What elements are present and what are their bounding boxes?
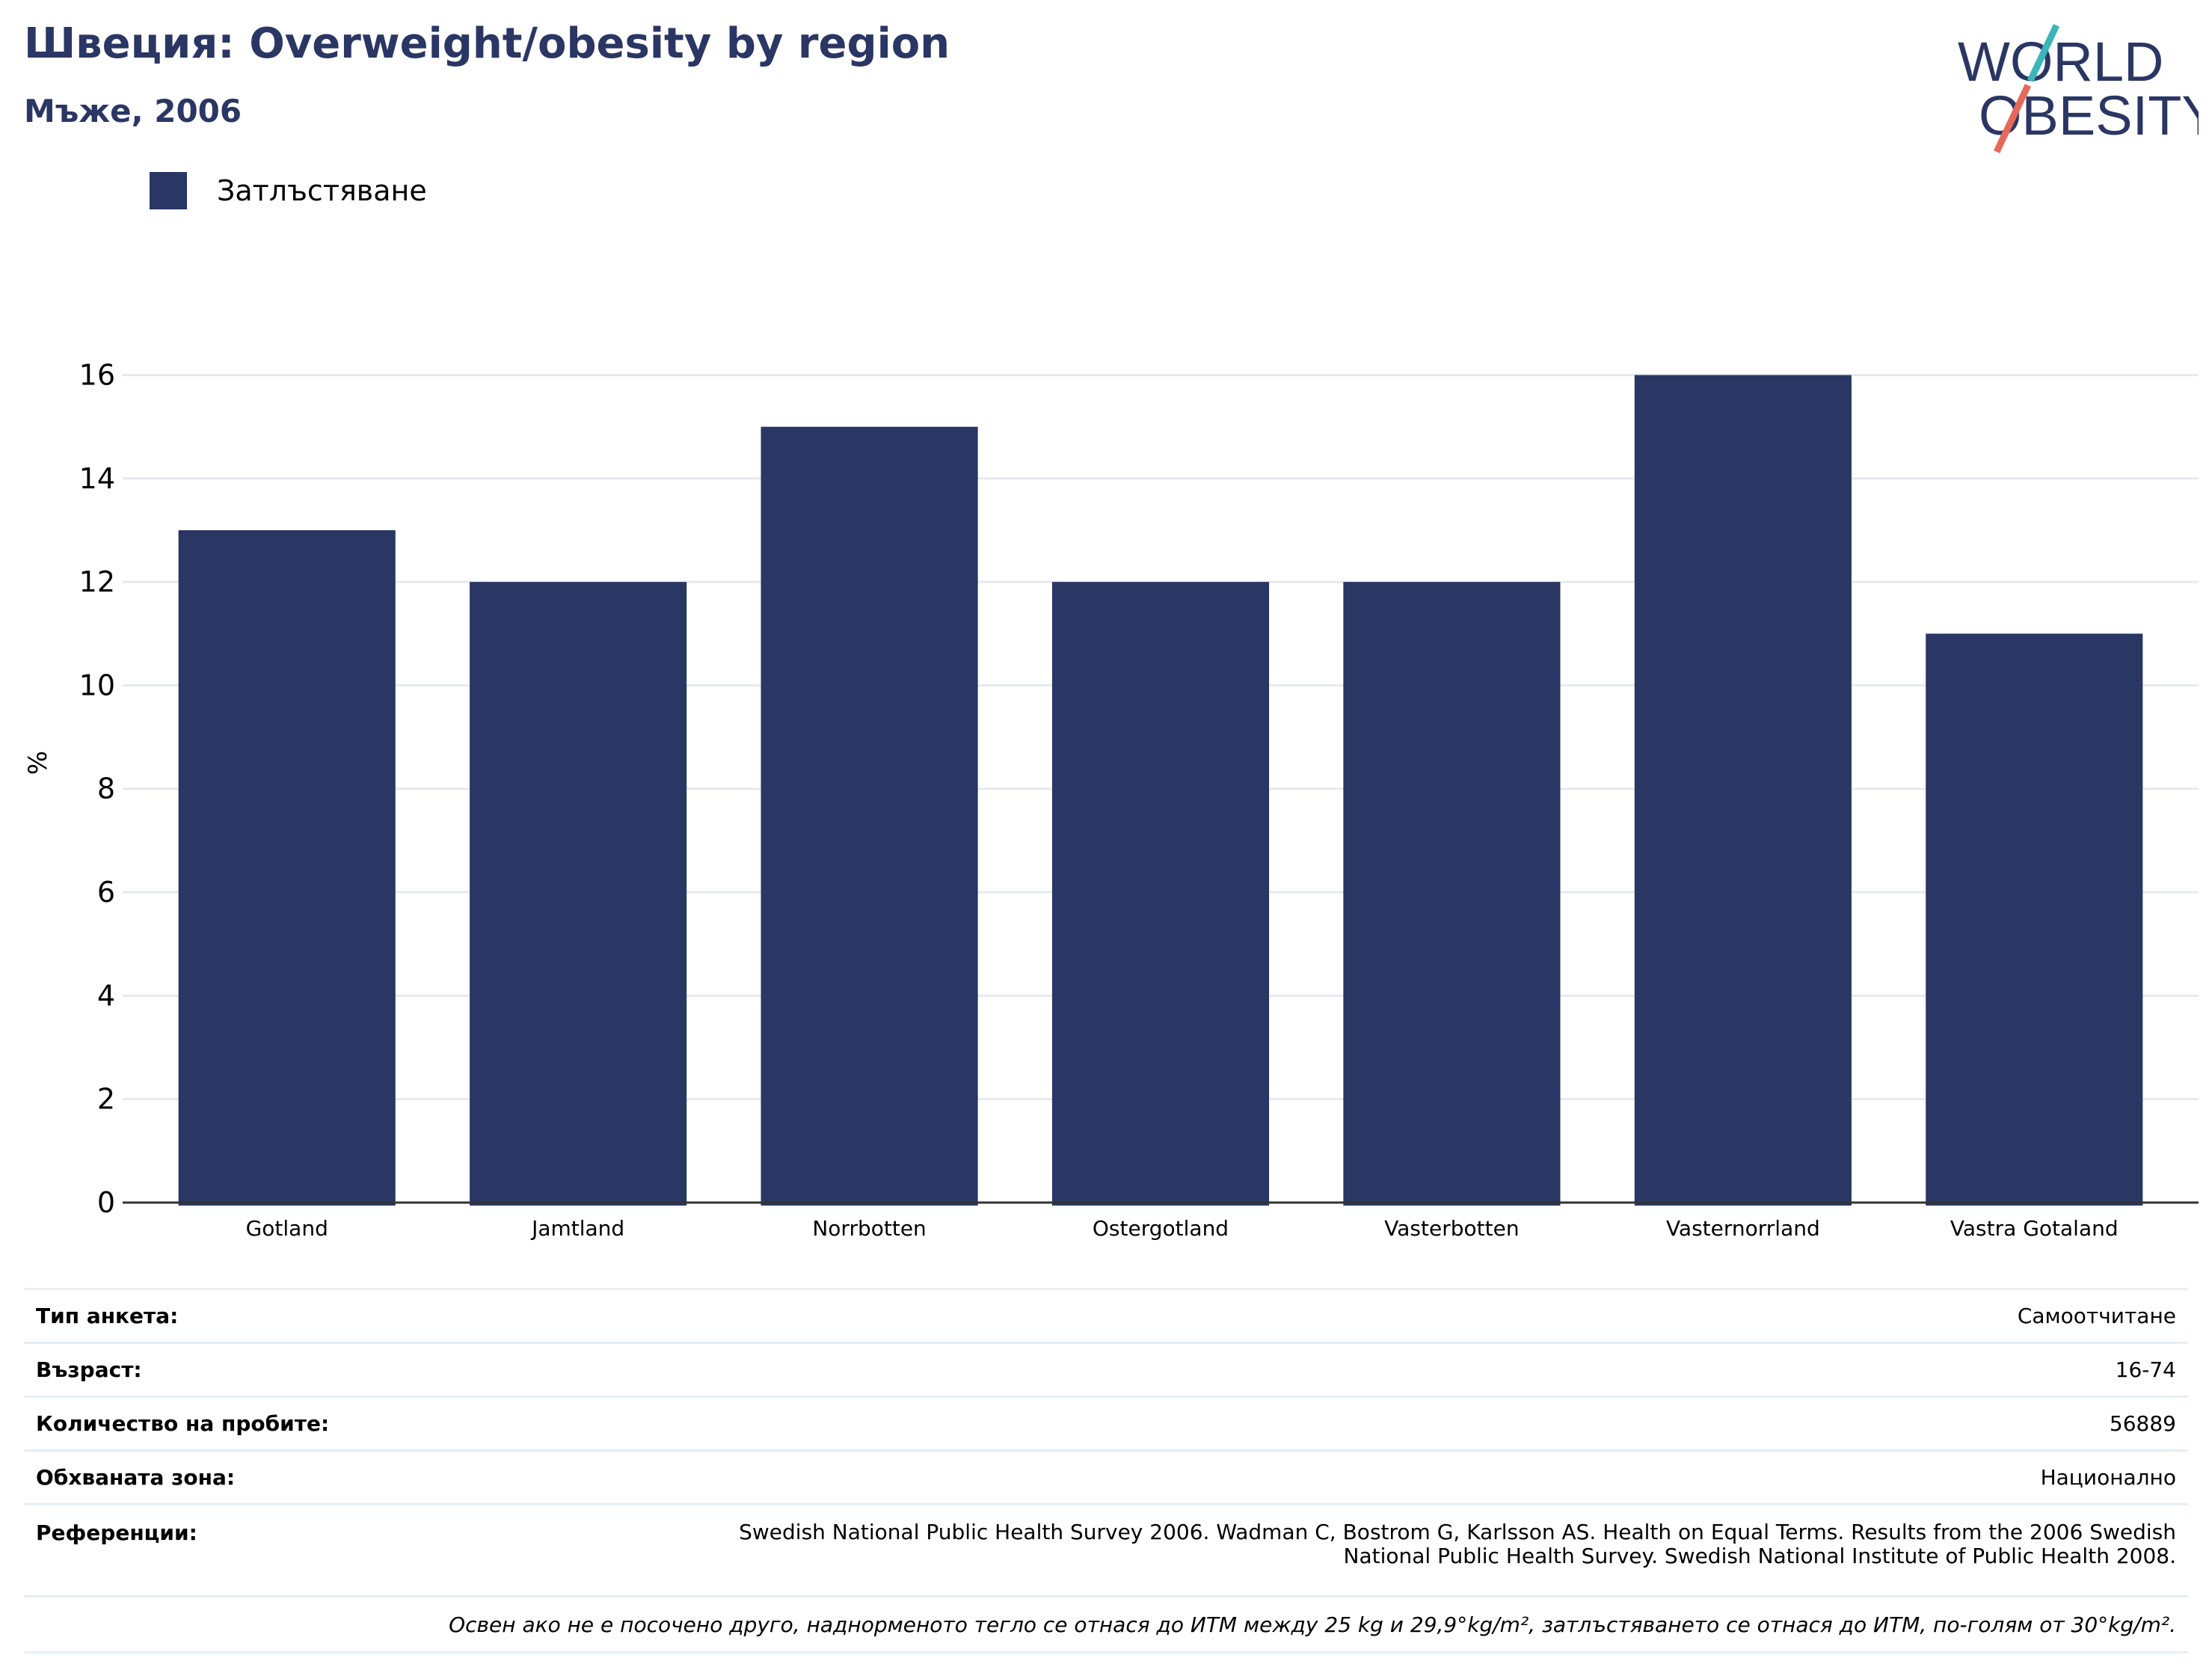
bars bbox=[178, 375, 2143, 1206]
references-row: Референции: Swedish National Public Healt… bbox=[24, 1503, 2188, 1597]
definition-note-row: Освен ако не е посочено друго, наднормен… bbox=[24, 1595, 2188, 1654]
y-axis-label: % bbox=[23, 751, 53, 775]
survey-info-table: Тип анкета: Самоотчитане Възраст: 16-74 Коли… bbox=[24, 1288, 2188, 1654]
x-tick-labels: Gotland Jamtland Norrbotten Ostergotland Vas… bbox=[246, 1216, 2119, 1241]
logo-slash-top bbox=[2027, 24, 2060, 82]
bar-gotland bbox=[178, 529, 396, 1206]
info-value: 56889 bbox=[467, 1396, 2188, 1451]
y-tick-label: 14 bbox=[79, 462, 115, 495]
legend: Затлъстяване bbox=[150, 172, 427, 209]
x-tick-label: Vasterbotten bbox=[1384, 1216, 1519, 1241]
x-tick-label: Norrbotten bbox=[812, 1216, 926, 1241]
y-tick-label: 12 bbox=[79, 565, 115, 598]
x-tick-label: Vasternorrland bbox=[1666, 1216, 1820, 1241]
bar-chart: 0 2 4 6 8 10 12 14 16 Gotland Jamtland Norrbotten O… bbox=[23, 358, 2199, 1241]
x-tick-label: Ostergotland bbox=[1093, 1216, 1229, 1241]
y-tick-label: 2 bbox=[97, 1083, 115, 1116]
references-value: Swedish National Public Health Survey 20… bbox=[467, 1503, 2188, 1597]
y-tick-label: 16 bbox=[79, 358, 115, 391]
info-label: Обхваната зона: bbox=[24, 1449, 467, 1505]
bar-vastra-gotaland bbox=[1926, 633, 2143, 1206]
definition-note: Освен ако не е посочено друго, наднормен… bbox=[24, 1595, 2188, 1654]
y-tick-label: 0 bbox=[97, 1186, 115, 1219]
info-row: Обхваната зона: Национално bbox=[24, 1449, 2188, 1505]
x-tick-label: Jamtland bbox=[530, 1216, 624, 1241]
bar-norrbotten bbox=[761, 426, 978, 1206]
info-row: Тип анкета: Самоотчитане bbox=[24, 1288, 2188, 1343]
info-value: Национално bbox=[467, 1449, 2188, 1505]
y-tick-label: 6 bbox=[97, 876, 115, 909]
info-label: Количество на пробите: bbox=[24, 1396, 467, 1451]
info-row: Възраст: 16-74 bbox=[24, 1342, 2188, 1397]
bar-jamtland bbox=[470, 582, 687, 1206]
info-value: Самоотчитане bbox=[467, 1288, 2188, 1343]
info-value: 16-74 bbox=[467, 1342, 2188, 1397]
legend-label: Затлъстяване bbox=[217, 174, 427, 207]
y-tick-label: 10 bbox=[79, 669, 115, 702]
references-label: Референции: bbox=[24, 1503, 467, 1597]
logo-slash-bottom bbox=[1993, 84, 2032, 153]
bar-vasternorrland bbox=[1634, 375, 1852, 1206]
y-tick-label: 4 bbox=[97, 979, 115, 1012]
logo-line1: WORLD bbox=[1958, 31, 2163, 93]
world-obesity-logo: WORLD OBESITY bbox=[1958, 24, 2199, 153]
legend-swatch bbox=[150, 172, 187, 209]
y-tick-labels: 0 2 4 6 8 10 12 14 16 bbox=[79, 358, 115, 1219]
chart-subtitle: Мъже, 2006 bbox=[24, 93, 242, 129]
info-label: Тип анкета: bbox=[24, 1288, 467, 1343]
bar-vasterbotten bbox=[1343, 582, 1561, 1206]
info-row: Количество на пробите: 56889 bbox=[24, 1396, 2188, 1451]
bar-ostergotland bbox=[1051, 582, 1270, 1206]
x-tick-label: Vastra Gotaland bbox=[1950, 1216, 2119, 1241]
chart-title: Швеция: Overweight/obesity by region bbox=[24, 19, 950, 68]
y-tick-label: 8 bbox=[97, 773, 115, 805]
info-label: Възраст: bbox=[24, 1342, 467, 1397]
x-tick-label: Gotland bbox=[246, 1216, 328, 1241]
